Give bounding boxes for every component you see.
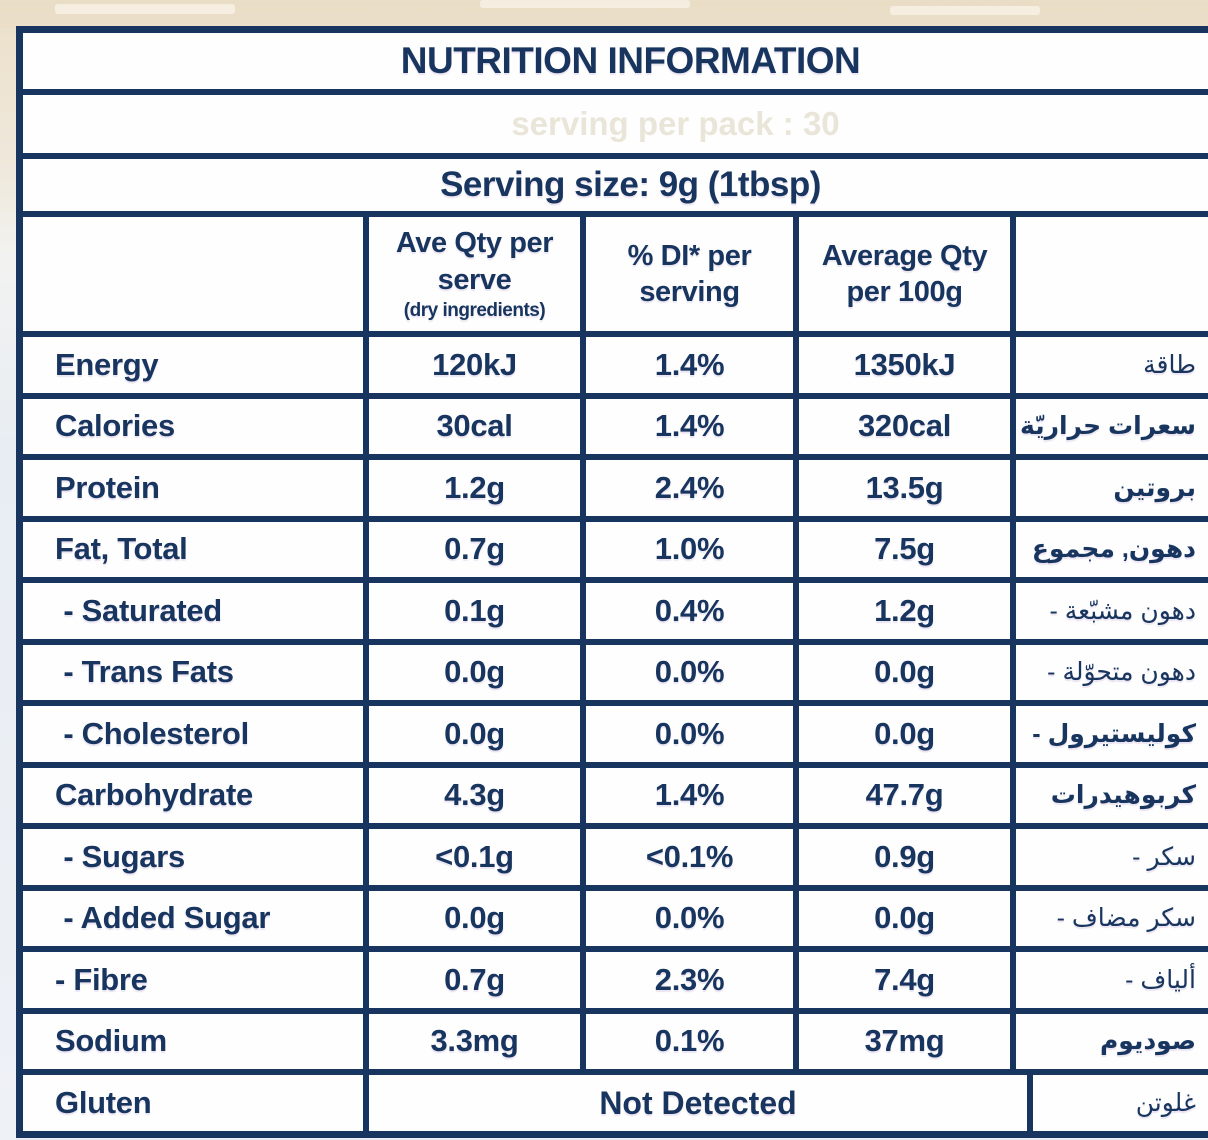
table-row: Protein 1.2g 2.4% 13.5g بروتين [23,460,1208,522]
gluten-row: Gluten Not Detected غلوتن [23,1075,1208,1131]
value-per-serve: 0.0g [369,890,586,946]
nutrition-information-panel: NUTRITION INFORMATION serving per pack :… [16,26,1208,1138]
value-per-serve: 120kJ [369,337,586,393]
table-row: - Cholesterol 0.0g 0.0% 0.0g - كوليستيرول [23,706,1208,768]
row-name: - Trans Fats [23,644,369,700]
row-name-arabic: - ألياف [1125,965,1196,994]
gluten-merged-cell: Not Detected غلوتن [369,1075,1208,1131]
table-row: Sodium 3.3mg 0.1% 37mg صوديوم [23,1013,1208,1075]
value-per-serve: <0.1g [369,829,586,885]
row-name-arabic: كربوهيدرات [1050,781,1196,810]
serving-size-row: Serving size: 9g (1tbsp) [23,159,1208,217]
value-per-100g: 0.9g [799,829,1016,885]
row-name: - Fibre [23,952,369,1008]
row-name: - Saturated [23,583,369,639]
row-name: Fat, Total [23,521,369,577]
row-name: Carbohydrate [23,767,369,823]
value-per-serve: 0.0g [369,706,586,762]
header-per-serve: Ave Qty per serve (dry ingredients) [369,217,586,331]
row-name: - Added Sugar [23,890,369,946]
header-di-label: % DI* per serving [627,239,752,308]
table-row: Fat, Total 0.7g 1.0% 7.5g دهون, مجموع [23,521,1208,583]
package-background-artifact [55,4,235,14]
row-name: Sodium [23,1013,369,1069]
table-row: Calories 30cal 1.4% 320cal سعرات حراريّة [23,398,1208,460]
value-di-per-serving: 0.1% [586,1013,799,1069]
table-row: - Fibre 0.7g 2.3% 7.4g - ألياف [23,952,1208,1014]
gluten-value: Not Detected [369,1075,1033,1131]
column-header-row: Ave Qty per serve (dry ingredients) % DI… [23,217,1208,337]
row-name-arabic: - سكر مضاف [1056,904,1196,933]
row-name-arabic: صوديوم [1099,1027,1196,1056]
value-di-per-serving: 0.0% [586,706,799,762]
table-row: Energy 120kJ 1.4% 1350kJ طاقة [23,337,1208,399]
value-per-100g: 1.2g [799,583,1016,639]
value-di-per-serving: 1.4% [586,767,799,823]
row-name-arabic: - دهون متحوّلة [1047,658,1196,687]
row-name-arabic: دهون, مجموع [1031,535,1196,564]
table-row: - Saturated 0.1g 0.4% 1.2g - دهون مشبّعة [23,583,1208,645]
table-row: - Added Sugar 0.0g 0.0% 0.0g - سكر مضاف [23,890,1208,952]
row-name-arabic: - كوليستيرول [1032,719,1196,748]
row-name-arabic: - دهون مشبّعة [1049,596,1196,625]
row-name-arabic: - سكر [1132,842,1196,871]
header-di-per-serving: % DI* per serving [586,217,799,331]
faded-servings-text: serving per pack : 30 [511,105,840,142]
header-per-100g: Average Qty per 100g [799,217,1016,331]
panel-title-row: NUTRITION INFORMATION [23,33,1208,95]
serving-size-text: Serving size: 9g (1tbsp) [440,165,821,204]
value-per-serve: 3.3mg [369,1013,586,1069]
row-name-arabic: غلوتن [1135,1089,1196,1117]
value-di-per-serving: 1.0% [586,521,799,577]
value-di-per-serving: 0.0% [586,644,799,700]
value-per-100g: 47.7g [799,767,1016,823]
value-per-100g: 0.0g [799,706,1016,762]
package-background-artifact [890,6,1040,15]
package-background-left-strip [0,28,16,1140]
header-arabic-empty-cell [1016,217,1208,331]
package-background-artifact [480,0,690,8]
value-per-serve: 0.7g [369,521,586,577]
value-di-per-serving: 1.4% [586,398,799,454]
value-per-serve: 4.3g [369,767,586,823]
header-per-serve-note: (dry ingredients) [403,299,546,321]
header-empty-cell [23,217,369,331]
value-di-per-serving: 0.0% [586,890,799,946]
table-row: - Sugars <0.1g <0.1% 0.9g - سكر [23,829,1208,891]
faded-servings-row: serving per pack : 30 [23,95,1208,159]
row-name: Energy [23,337,369,393]
row-name: - Cholesterol [23,706,369,762]
value-per-100g: 0.0g [799,890,1016,946]
row-name-arabic: سعرات حراريّة [1020,412,1196,441]
value-per-100g: 7.5g [799,521,1016,577]
panel-title: NUTRITION INFORMATION [400,40,861,81]
table-row: - Trans Fats 0.0g 0.0% 0.0g - دهون متحوّلة [23,644,1208,706]
value-per-100g: 320cal [799,398,1016,454]
value-per-100g: 7.4g [799,952,1016,1008]
row-name-arabic: طاقة [1143,350,1196,379]
value-per-100g: 0.0g [799,644,1016,700]
row-name: Gluten [23,1075,369,1131]
value-per-100g: 1350kJ [799,337,1016,393]
value-di-per-serving: 2.4% [586,460,799,516]
value-per-serve: 0.1g [369,583,586,639]
header-per-100g-label: Average Qty per 100g [821,239,988,308]
value-per-serve: 0.0g [369,644,586,700]
value-per-serve: 1.2g [369,460,586,516]
header-per-serve-label: Ave Qty per serve [395,227,554,296]
value-per-serve: 0.7g [369,952,586,1008]
row-name: - Sugars [23,829,369,885]
value-di-per-serving: 2.3% [586,952,799,1008]
value-di-per-serving: 0.4% [586,583,799,639]
row-name: Protein [23,460,369,516]
table-row: Carbohydrate 4.3g 1.4% 47.7g كربوهيدرات [23,767,1208,829]
value-per-100g: 37mg [799,1013,1016,1069]
value-per-100g: 13.5g [799,460,1016,516]
value-di-per-serving: 1.4% [586,337,799,393]
value-di-per-serving: <0.1% [586,829,799,885]
row-name: Calories [23,398,369,454]
row-name-arabic: بروتين [1113,473,1196,502]
nutrition-rows: Energy 120kJ 1.4% 1350kJ طاقة Calories 30cal 1.… [23,337,1208,1075]
value-per-serve: 30cal [369,398,586,454]
